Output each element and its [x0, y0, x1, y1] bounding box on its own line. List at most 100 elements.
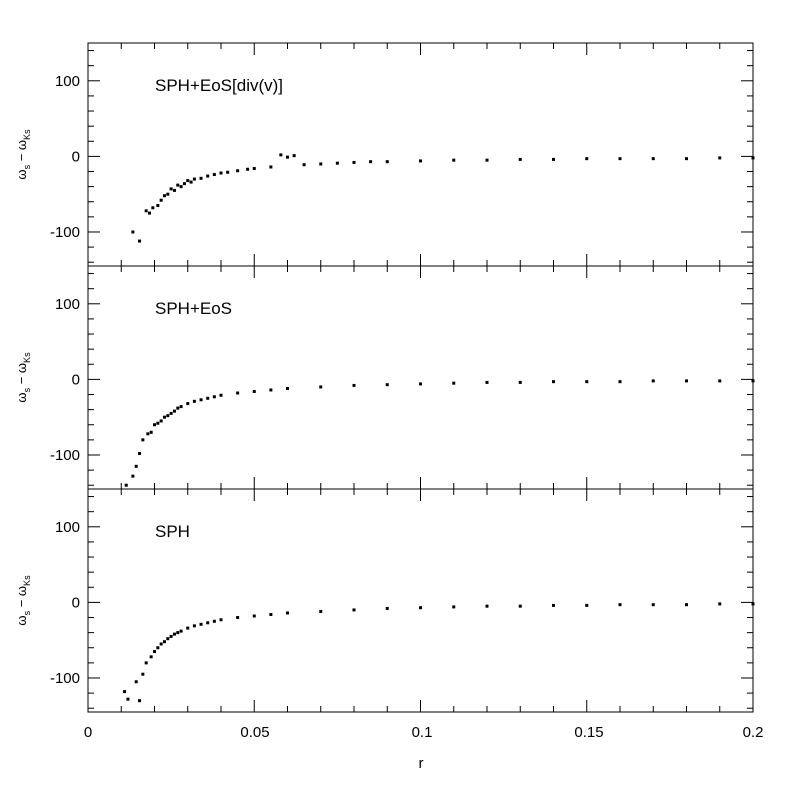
panel-3: 100 0 -100 SPH ωs − ωKs — [14, 488, 755, 713]
data-point — [169, 634, 173, 638]
panel-2: 100 0 -100 SPH+EoS ωs − ωKs — [14, 265, 755, 490]
data-point — [179, 185, 183, 189]
data-point — [618, 380, 622, 384]
data-point — [199, 398, 203, 402]
panel-1: 100 0 -100 SPH+EoS[div(v)] ωs − ωKs — [14, 42, 755, 267]
data-point — [651, 603, 655, 607]
y-tick-label: 100 — [55, 73, 80, 90]
data-point — [131, 230, 135, 234]
data-point — [352, 383, 356, 387]
data-point — [179, 405, 183, 409]
data-point — [162, 640, 166, 644]
data-point — [302, 163, 306, 167]
data-point — [172, 188, 176, 192]
data-point — [452, 158, 456, 162]
x-tick-label-2: 0.1 — [412, 724, 433, 741]
data-point — [144, 209, 148, 213]
panel-label: SPH — [155, 522, 190, 541]
data-point — [419, 606, 422, 610]
data-point — [169, 187, 173, 191]
data-point — [685, 603, 688, 607]
data-point — [269, 612, 273, 616]
data-point — [651, 379, 655, 383]
data-point — [585, 380, 589, 384]
data-point — [369, 160, 373, 164]
data-point — [138, 239, 142, 243]
data-point — [352, 608, 356, 612]
data-point — [518, 380, 522, 384]
scatter-points — [123, 602, 755, 703]
data-point — [552, 157, 555, 161]
scatter-points — [131, 153, 755, 243]
data-point — [144, 661, 148, 665]
data-point — [186, 402, 190, 406]
data-point — [718, 379, 722, 383]
data-point — [131, 474, 135, 478]
data-point — [226, 170, 230, 174]
data-point — [206, 621, 210, 625]
data-point — [192, 624, 196, 628]
data-point — [156, 646, 160, 650]
data-point — [219, 618, 223, 622]
data-point — [149, 430, 153, 434]
data-point — [159, 198, 163, 202]
data-point — [718, 602, 722, 606]
data-point — [151, 206, 155, 210]
data-point — [212, 173, 216, 177]
data-point — [518, 604, 522, 608]
panel-label: SPH+EoS — [155, 299, 232, 318]
x-tick-label-0: 0 — [84, 724, 92, 741]
data-point — [199, 176, 203, 180]
scatter-points — [124, 379, 755, 487]
data-point — [159, 419, 163, 423]
data-point — [385, 606, 389, 610]
data-point — [156, 421, 160, 425]
data-point — [148, 211, 152, 215]
x-tick-labels: 0 0.05 0.1 0.15 0.2 — [84, 724, 764, 741]
data-point — [138, 451, 142, 455]
y-tick-label: 0 — [72, 371, 80, 388]
data-point — [236, 391, 240, 395]
y-tick-label: -100 — [50, 447, 80, 464]
data-point — [252, 389, 256, 393]
data-point — [452, 605, 456, 609]
data-point — [419, 382, 422, 386]
data-point — [153, 650, 156, 654]
y-tick-label: 100 — [55, 519, 80, 536]
data-point — [751, 379, 755, 383]
data-point — [236, 169, 240, 173]
data-point — [518, 157, 522, 161]
y-tick-label: -100 — [50, 224, 80, 241]
data-point — [149, 655, 153, 659]
data-point — [585, 157, 589, 161]
data-point — [485, 158, 489, 162]
panel-label: SPH+EoS[div(v)] — [155, 76, 283, 95]
data-point — [146, 432, 150, 436]
data-point — [651, 157, 655, 161]
data-point — [751, 156, 755, 160]
data-point — [182, 182, 186, 186]
x-tick-label-1: 0.05 — [240, 724, 269, 741]
data-point — [335, 161, 339, 165]
data-point — [206, 396, 210, 400]
data-point — [134, 680, 138, 684]
data-point — [269, 165, 273, 169]
panels-layer: 100 0 -100 SPH+EoS[div(v)] ωs − ωKs 100 0 -100 S… — [14, 42, 755, 713]
data-point — [166, 414, 170, 418]
data-point — [319, 609, 323, 613]
data-point — [685, 379, 688, 383]
y-tick-label: 100 — [55, 296, 80, 313]
data-point — [585, 603, 589, 607]
data-point — [219, 171, 223, 175]
data-point — [552, 603, 555, 607]
data-point — [141, 438, 145, 442]
data-point — [166, 192, 170, 196]
data-point — [319, 162, 323, 166]
data-point — [206, 174, 210, 178]
data-point — [123, 690, 127, 694]
data-point — [252, 166, 256, 170]
data-point — [176, 183, 180, 187]
data-point — [286, 611, 289, 615]
data-point — [252, 614, 256, 618]
